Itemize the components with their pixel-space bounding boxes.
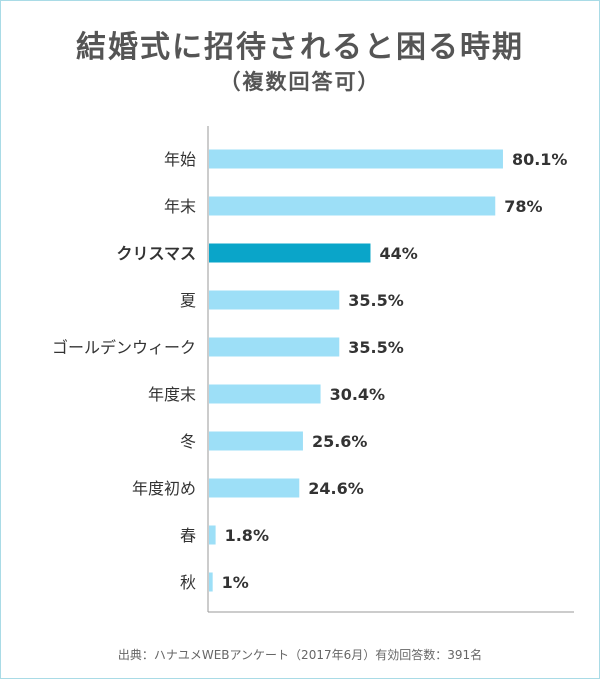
bar [209, 572, 213, 592]
chart-subtitle: （複数回答可） [219, 70, 381, 94]
bar [209, 384, 321, 404]
bar [209, 431, 303, 451]
category-label: ゴールデンウィーク [52, 338, 196, 357]
value-label: 78% [504, 197, 542, 216]
value-label: 1% [222, 573, 249, 592]
source-footer: 出典：ハナユメWEBアンケート（2017年6月）有効回答数：391名 [117, 648, 483, 662]
category-label: 年末 [164, 197, 196, 216]
category-label: 年度末 [148, 385, 196, 404]
value-label: 30.4% [330, 385, 386, 404]
bar [209, 478, 300, 498]
bar [209, 337, 340, 357]
value-label: 35.5% [348, 291, 404, 310]
category-label: 年始 [164, 150, 196, 169]
bar [209, 196, 496, 216]
bar [209, 290, 340, 310]
value-label: 25.6% [312, 432, 368, 451]
category-label: 冬 [180, 432, 196, 451]
bar [209, 525, 216, 545]
value-label: 35.5% [348, 338, 404, 357]
category-label: 年度初め [132, 479, 196, 498]
value-label: 24.6% [308, 479, 364, 498]
value-label: 80.1% [512, 150, 568, 169]
category-label: 夏 [180, 291, 196, 310]
bar [209, 243, 371, 263]
bar [209, 149, 503, 169]
chart-title: 結婚式に招待されると困る時期 [76, 30, 524, 65]
category-label: クリスマス [116, 244, 196, 263]
value-label: 1.8% [225, 526, 269, 545]
value-label: 44% [379, 244, 417, 263]
category-label: 春 [180, 526, 196, 545]
category-label: 秋 [180, 573, 196, 592]
